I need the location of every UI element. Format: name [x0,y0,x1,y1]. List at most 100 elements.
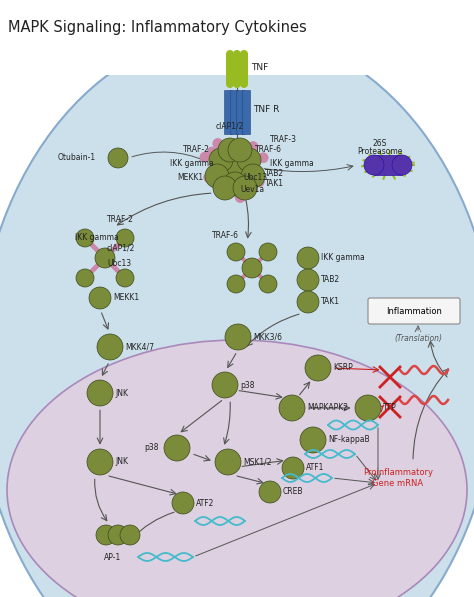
Text: TAB2: TAB2 [265,168,284,177]
Circle shape [223,172,247,196]
Circle shape [259,481,281,503]
Circle shape [227,243,245,261]
Text: Ubc13: Ubc13 [243,174,267,183]
Circle shape [89,287,111,309]
Circle shape [355,395,381,421]
Circle shape [228,138,252,162]
Circle shape [364,155,384,175]
Text: MAPK Signaling: Inflammatory Cytokines: MAPK Signaling: Inflammatory Cytokines [8,20,307,35]
Text: IKK gamma: IKK gamma [75,233,119,242]
Text: IKK gamma: IKK gamma [170,158,214,168]
Text: 26S: 26S [373,139,387,147]
Circle shape [87,380,113,406]
Circle shape [233,176,257,200]
Circle shape [254,177,264,187]
Text: KSRP: KSRP [333,364,353,373]
Circle shape [218,138,242,162]
Ellipse shape [7,340,467,597]
Ellipse shape [0,30,474,597]
Circle shape [87,449,113,475]
Text: JNK: JNK [115,389,128,398]
Circle shape [220,189,230,199]
Bar [374,155,402,175]
Circle shape [226,80,234,88]
Circle shape [164,435,190,461]
Circle shape [259,275,277,293]
Circle shape [233,80,241,88]
Text: MEKK1: MEKK1 [113,294,139,303]
Bar [240,54,248,84]
Circle shape [226,50,234,58]
Text: cIAP1/2: cIAP1/2 [216,122,244,131]
Circle shape [108,148,128,168]
Circle shape [305,355,331,381]
Bar [236,90,244,134]
Bar [230,90,238,134]
Circle shape [215,449,241,475]
Circle shape [392,155,412,175]
Circle shape [223,156,247,180]
Circle shape [200,152,210,162]
Text: TNF R: TNF R [253,106,279,115]
Text: TRAF-6: TRAF-6 [212,232,239,241]
Text: CREB: CREB [283,488,303,497]
Text: (Translation): (Translation) [394,334,442,343]
Text: ATF1: ATF1 [306,463,324,472]
Text: JNK: JNK [115,457,128,466]
Text: AP-1: AP-1 [104,552,122,562]
Circle shape [213,176,237,200]
Circle shape [297,247,319,269]
Circle shape [240,50,248,58]
Circle shape [242,258,262,278]
Text: Inflammation: Inflammation [386,306,442,315]
Text: TAK1: TAK1 [265,180,284,189]
Circle shape [116,269,134,287]
Text: p38: p38 [240,380,255,389]
Circle shape [225,324,251,350]
Circle shape [282,457,304,479]
Text: MSK1/2: MSK1/2 [243,457,272,466]
Circle shape [241,164,265,188]
Bar [224,90,232,134]
Circle shape [279,395,305,421]
Circle shape [297,269,319,291]
Text: TAK1: TAK1 [321,297,340,306]
Text: p38: p38 [145,444,159,453]
Circle shape [233,50,241,58]
Circle shape [244,183,255,193]
Text: MAPKAPK2: MAPKAPK2 [307,404,348,413]
Text: TRAF-2: TRAF-2 [183,146,210,155]
Circle shape [76,269,94,287]
Circle shape [237,148,261,172]
Bar [242,90,250,134]
Circle shape [212,372,238,398]
Circle shape [300,427,326,453]
Circle shape [207,147,217,157]
Text: TRAF-3: TRAF-3 [270,136,297,144]
FancyBboxPatch shape [368,298,460,324]
Circle shape [240,80,248,88]
Bar [226,54,234,84]
Text: TRAF-6: TRAF-6 [255,146,282,155]
Text: MKK3/6: MKK3/6 [253,333,282,341]
Circle shape [258,153,268,163]
Circle shape [108,525,128,545]
Circle shape [238,140,248,149]
Circle shape [76,229,94,247]
Text: NF-kappaB: NF-kappaB [328,435,370,445]
Text: Ubc13: Ubc13 [107,259,131,267]
Text: IKK gamma: IKK gamma [321,254,365,263]
Text: TNF: TNF [251,63,268,72]
Text: TRAF-2: TRAF-2 [107,216,134,224]
Text: Otubain-1: Otubain-1 [58,153,96,162]
Text: Proteasome: Proteasome [357,147,403,156]
Text: TAB2: TAB2 [321,275,340,285]
Circle shape [205,164,229,188]
Circle shape [235,193,245,202]
Circle shape [96,525,116,545]
Text: ATF2: ATF2 [196,498,214,507]
Text: TTP: TTP [383,404,397,413]
Circle shape [172,492,194,514]
Text: cIAP1/2: cIAP1/2 [107,244,136,253]
Text: MKK4/7: MKK4/7 [125,343,154,352]
